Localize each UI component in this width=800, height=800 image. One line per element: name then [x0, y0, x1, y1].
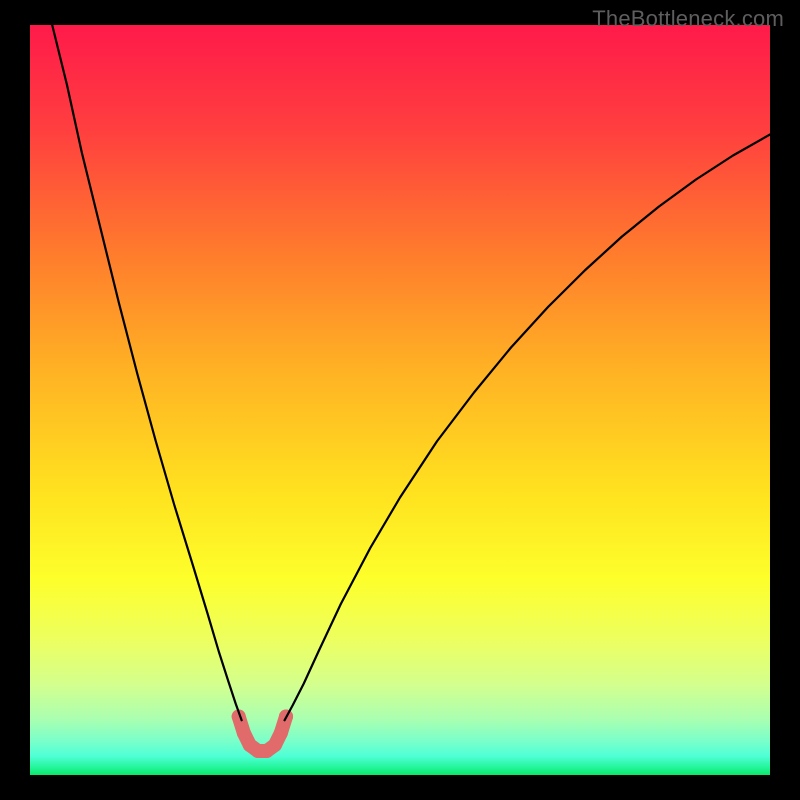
- plot-area: [30, 25, 770, 775]
- chart-frame: TheBottleneck.com: [0, 0, 800, 800]
- frame-border-right: [770, 0, 800, 800]
- background-gradient: [30, 25, 770, 775]
- frame-border-left: [0, 0, 30, 800]
- frame-border-bottom: [0, 775, 800, 800]
- watermark-text: TheBottleneck.com: [592, 6, 784, 32]
